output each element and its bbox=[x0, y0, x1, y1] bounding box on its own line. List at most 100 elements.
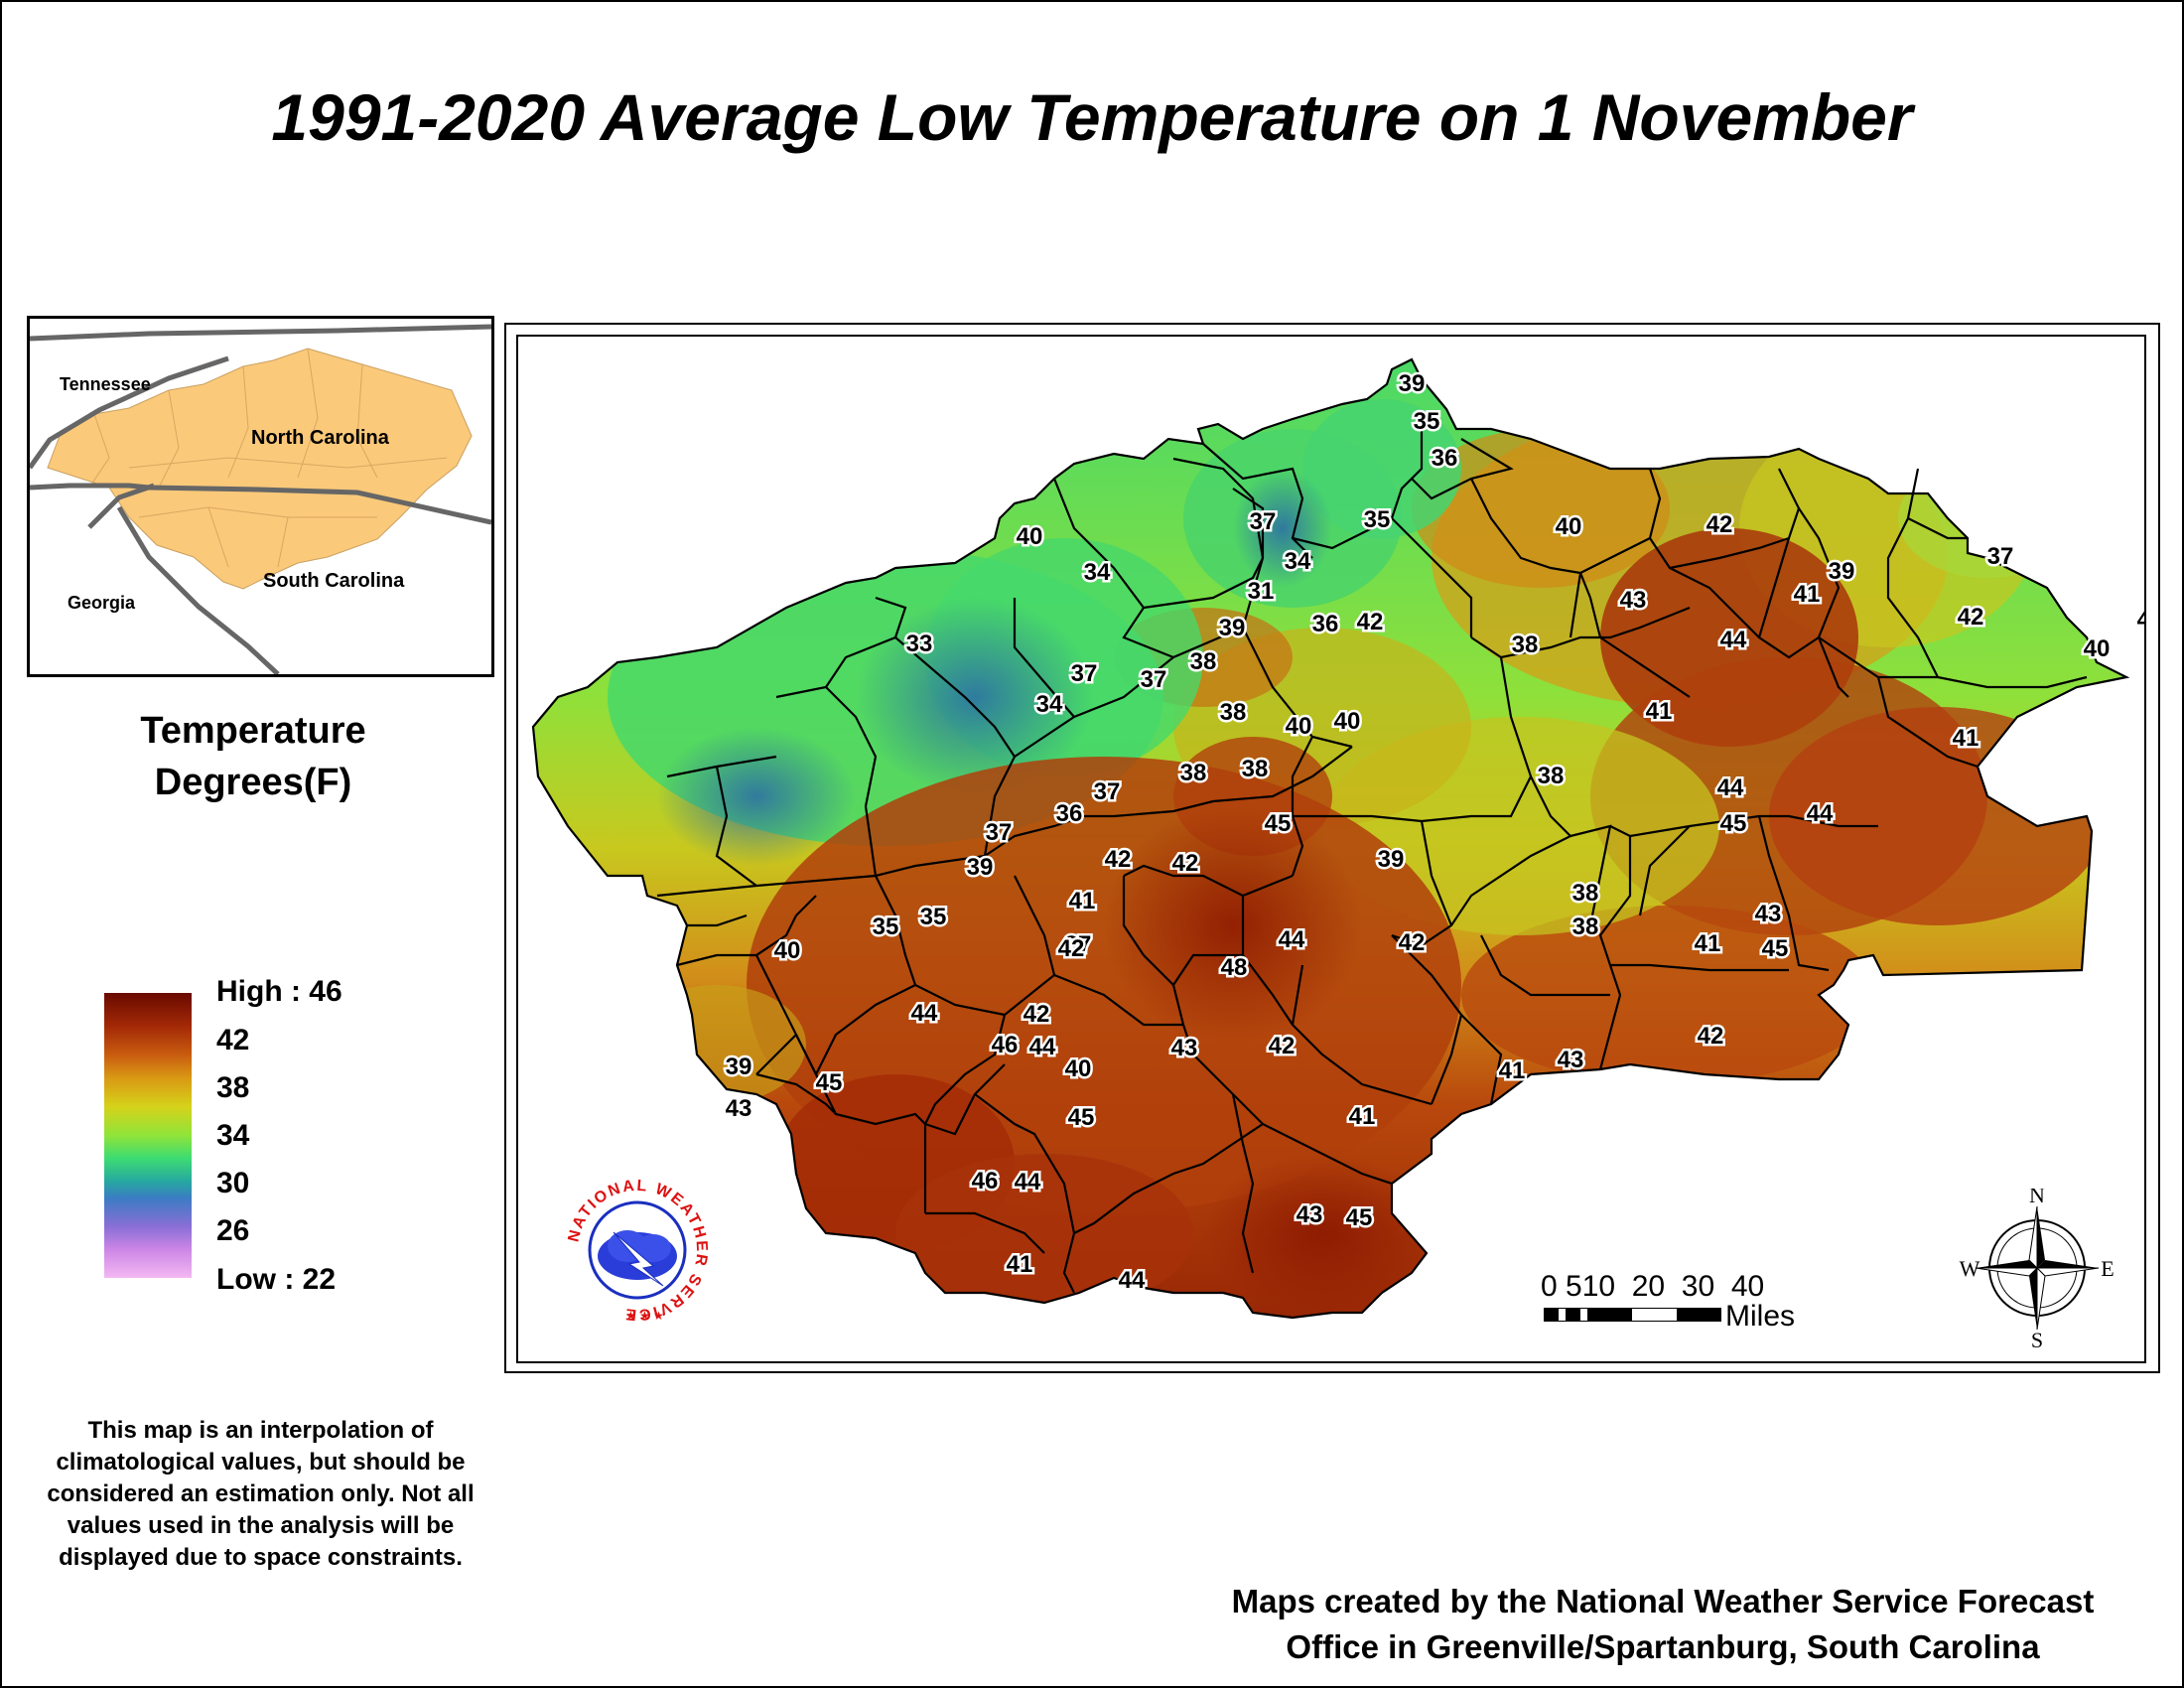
station-value: 42 bbox=[1105, 846, 1132, 873]
legend-tick-38: 38 bbox=[216, 1071, 250, 1104]
station-value: 43 bbox=[1755, 901, 1782, 927]
station-value: 39 bbox=[1829, 558, 1855, 585]
station-value: 38 bbox=[1572, 914, 1599, 940]
station-value: 41 bbox=[1794, 581, 1821, 608]
station-value: 35 bbox=[1414, 408, 1440, 435]
station-value: 40 bbox=[2084, 635, 2111, 662]
station-value: 35 bbox=[873, 914, 899, 940]
station-value: 42 bbox=[1357, 609, 1384, 635]
station-value: 45 bbox=[1265, 810, 1292, 837]
compass-s: S bbox=[2031, 1328, 2043, 1347]
legend-color-ramp bbox=[104, 993, 192, 1278]
inset-label-tennessee: Tennessee bbox=[60, 374, 151, 394]
station-value: 45 bbox=[1346, 1204, 1373, 1231]
station-value: 39 bbox=[1399, 370, 1426, 397]
station-value: 38 bbox=[1572, 880, 1599, 907]
station-value: 36 bbox=[1312, 611, 1339, 637]
inset-region-shape bbox=[47, 348, 473, 590]
station-value: 44 bbox=[911, 1000, 938, 1027]
inset-ga-sc-border bbox=[87, 483, 280, 674]
scalebar-numbers: 0 510 20 30 40 bbox=[1541, 1270, 1765, 1303]
station-value: 34 bbox=[1036, 691, 1063, 718]
station-value: 37 bbox=[1094, 778, 1121, 805]
station-value: 31 bbox=[1248, 578, 1275, 605]
station-value: 38 bbox=[1538, 763, 1565, 789]
station-value: 42 bbox=[1269, 1033, 1296, 1059]
station-value: 44 bbox=[1717, 774, 1744, 801]
compass-rose-icon: N S W E bbox=[1960, 1189, 2115, 1347]
station-value: 43 bbox=[1297, 1201, 1323, 1228]
station-value: 37 bbox=[986, 819, 1013, 846]
station-value: 40 bbox=[1334, 708, 1361, 735]
scalebar bbox=[1544, 1308, 1721, 1322]
station-value: 39 bbox=[1219, 615, 1246, 641]
inset-label-north-carolina: North Carolina bbox=[251, 427, 390, 449]
station-value: 36 bbox=[1056, 800, 1083, 827]
station-value: 40 bbox=[1286, 713, 1312, 740]
station-value: 42 bbox=[1958, 604, 1984, 631]
station-value: 45 bbox=[1068, 1104, 1095, 1131]
map-title: 1991-2020 Average Low Temperature on 1 N… bbox=[271, 80, 1913, 154]
disclaimer-note: This map is an interpolation of climatol… bbox=[47, 1417, 475, 1571]
station-value: 37 bbox=[1141, 666, 1167, 693]
station-value: 44 bbox=[1119, 1267, 1146, 1294]
station-value: 43 bbox=[1558, 1047, 1584, 1073]
station-value: 37 bbox=[1065, 931, 1092, 958]
station-value: 39 bbox=[967, 854, 994, 881]
legend-tick-34: 34 bbox=[216, 1119, 250, 1152]
station-value: 36 bbox=[1432, 445, 1458, 472]
station-value: 48 bbox=[1221, 954, 1248, 981]
compass-n: N bbox=[2029, 1189, 2045, 1207]
credit-text: Maps created by the National Weather Ser… bbox=[1122, 1579, 2184, 1670]
station-value-labels: 39 35 36 40 42 39 37 34 31 35 40 34 37 41 33 39 36 42 43 44… bbox=[723, 368, 2144, 1297]
station-value: 45 bbox=[1720, 810, 1747, 837]
legend-title: Temperature Degrees(F) bbox=[60, 705, 447, 808]
map-frame: 39 35 36 40 42 39 37 34 31 35 40 34 37 41 33 39 36 42 43 44… bbox=[504, 323, 2160, 1373]
inset-tn-nc-border bbox=[30, 324, 491, 342]
inset-map-svg: Tennessee North Carolina South Carolina … bbox=[30, 324, 491, 674]
legend-tick-26: 26 bbox=[216, 1214, 250, 1247]
inset-tn-ga-border bbox=[30, 355, 229, 470]
legend-high-label: High : 46 bbox=[216, 975, 342, 1008]
station-value: 40 bbox=[1556, 513, 1582, 540]
station-value: 44 bbox=[1015, 1169, 1041, 1196]
station-value: 42 bbox=[1706, 511, 1733, 538]
station-value: 41 bbox=[1499, 1057, 1526, 1084]
legend-tick-42: 42 bbox=[216, 1024, 250, 1056]
station-value: 39 bbox=[726, 1054, 752, 1080]
station-value: 40 bbox=[774, 937, 801, 964]
station-value: 33 bbox=[906, 631, 933, 657]
station-value: 45 bbox=[1762, 935, 1789, 962]
station-value: 41 bbox=[1695, 930, 1721, 957]
station-value: 44 bbox=[1807, 800, 1834, 827]
station-value: 38 bbox=[1180, 760, 1207, 786]
station-value: 35 bbox=[920, 904, 947, 930]
station-value: 42 bbox=[1058, 935, 1085, 962]
compass-e: E bbox=[2101, 1256, 2114, 1281]
station-value: 44 bbox=[1720, 627, 1747, 653]
station-value: 37 bbox=[1071, 660, 1098, 687]
station-value: 42 bbox=[1698, 1023, 1724, 1050]
station-value: 34 bbox=[1285, 548, 1311, 575]
inset-label-georgia: Georgia bbox=[68, 593, 136, 613]
station-value: 41 bbox=[1646, 698, 1673, 725]
station-value: 42 bbox=[1024, 1001, 1050, 1028]
inset-label-south-carolina: South Carolina bbox=[263, 570, 405, 592]
station-value: 37 bbox=[1987, 543, 2014, 570]
map-panel: 39 35 36 40 42 39 37 34 31 35 40 34 37 41 33 39 36 42 43 44… bbox=[516, 335, 2146, 1363]
logo-stars: ★ ★ ★ bbox=[625, 1309, 664, 1323]
station-value: 41 bbox=[1069, 888, 1096, 914]
station-value: 41 bbox=[1349, 1103, 1376, 1130]
station-value: 40 bbox=[1017, 523, 1043, 550]
station-value: 41 bbox=[1007, 1251, 1033, 1278]
legend-title-line2: Degrees(F) bbox=[154, 762, 352, 803]
station-value: 44 bbox=[1029, 1034, 1056, 1060]
station-value: 41 bbox=[1953, 725, 1979, 752]
legend-title-line1: Temperature bbox=[140, 710, 366, 752]
nws-logo: NATIONAL WEATHER SERVICE ★ ★ ★ bbox=[564, 1177, 711, 1324]
station-value: 42 bbox=[1172, 850, 1199, 877]
station-value: 43 bbox=[1171, 1035, 1198, 1061]
station-value: 42 bbox=[1399, 929, 1426, 956]
station-value: 45 bbox=[816, 1069, 843, 1096]
